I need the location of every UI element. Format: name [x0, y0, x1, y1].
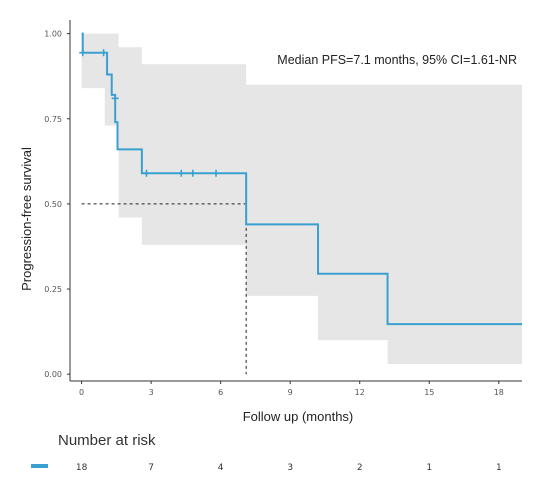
risk-table-title: Number at risk — [58, 432, 156, 449]
risk-count: 1 — [426, 463, 432, 473]
ci-band — [81, 33, 522, 364]
confidence-band — [81, 33, 522, 364]
x-tick-label: 6 — [218, 388, 223, 397]
y-tick-label: 0.00 — [44, 370, 62, 379]
x-tick-label: 15 — [424, 388, 434, 397]
risk-count: 2 — [357, 463, 363, 473]
survival-step-line — [81, 32, 522, 326]
censor-marks — [79, 49, 220, 177]
risk-count: 7 — [148, 463, 154, 473]
censor-mark — [177, 169, 185, 177]
y-tick-label: 0.25 — [44, 285, 62, 294]
risk-legend-swatch — [31, 464, 48, 468]
x-axis-title: Follow up (months) — [243, 409, 354, 424]
y-axis-title: Progression-free survival — [19, 147, 34, 291]
y-tick-label: 0.75 — [44, 115, 62, 124]
risk-count: 18 — [76, 463, 88, 473]
censor-mark — [212, 169, 220, 177]
censor-mark — [111, 94, 119, 102]
risk-table-counts: 18 7 4 3 2 1 1 — [76, 463, 502, 473]
x-tick-label: 18 — [494, 388, 504, 397]
risk-count: 1 — [496, 463, 502, 473]
median-reference-lines — [81, 203, 247, 375]
x-tick-label: 12 — [355, 388, 365, 397]
censor-mark — [79, 49, 87, 57]
median-pfs-annotation: Median PFS=7.1 months, 95% CI=1.61-NR — [277, 53, 517, 67]
censor-mark — [142, 169, 150, 177]
censor-mark — [189, 169, 197, 177]
risk-count: 4 — [218, 463, 224, 473]
x-tick-label: 3 — [149, 388, 154, 397]
y-tick-label: 1.00 — [44, 30, 62, 39]
chart-axes — [67, 20, 522, 384]
survival-curve — [81, 32, 522, 326]
risk-count: 3 — [287, 463, 293, 473]
x-tick-label: 9 — [288, 388, 293, 397]
y-tick-label: 0.50 — [44, 200, 62, 209]
x-tick-label: 0 — [79, 388, 84, 397]
tick-labels: 0 3 6 9 12 15 18 0.00 0.25 0.50 0.75 1.00 — [44, 30, 504, 397]
censor-mark — [100, 49, 108, 57]
